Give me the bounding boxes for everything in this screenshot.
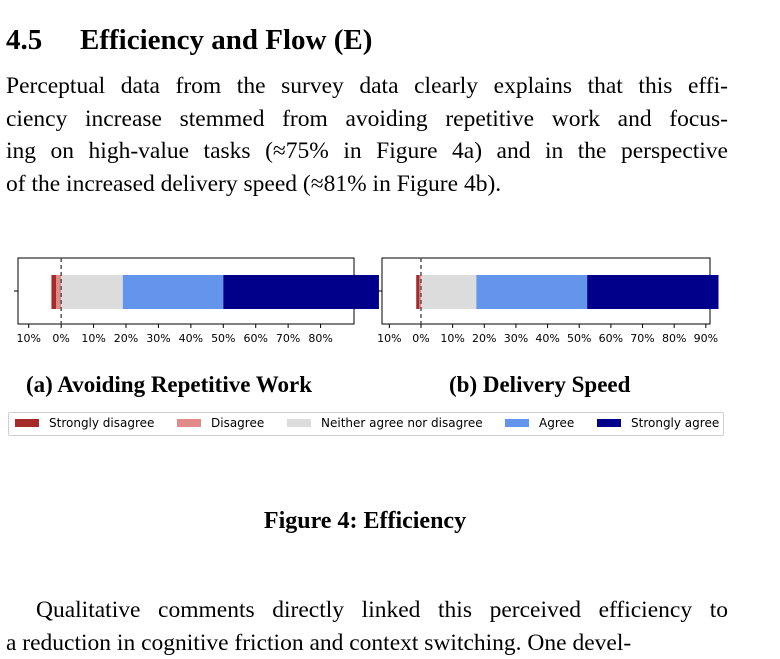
- bar-segment-1: [51, 275, 56, 309]
- legend-swatch: [505, 419, 529, 427]
- bar-segment-5: [223, 275, 379, 309]
- bar-segment-1: [416, 275, 419, 309]
- x-tick-label: 30%: [504, 332, 528, 345]
- x-tick-label: 10%: [377, 332, 401, 345]
- x-tick-label: 0%: [52, 332, 69, 345]
- legend-label: Strongly disagree: [49, 416, 154, 430]
- figure-caption: Figure 4: Efficiency: [0, 508, 730, 535]
- legend-label: Disagree: [211, 416, 264, 430]
- paragraph-line: Qualitative comments directly linked thi…: [6, 594, 728, 627]
- x-tick-label: 10%: [81, 332, 105, 345]
- paragraph-line: a reduction in cognitive friction and co…: [6, 627, 728, 659]
- x-tick-label: 10%: [17, 332, 41, 345]
- subcaption-b: (b) Delivery Speed: [449, 372, 630, 398]
- legend-item-strongly-agree: Strongly agree: [597, 416, 719, 430]
- x-tick-label: 80%: [662, 332, 686, 345]
- paragraph-line: of the increased delivery speed (≈81% in…: [6, 168, 728, 201]
- x-tick-label: 30%: [146, 332, 170, 345]
- legend-label: Strongly agree: [631, 416, 719, 430]
- bar-segment-4: [123, 275, 224, 309]
- bar-segment-4: [476, 275, 587, 309]
- x-tick-label: 90%: [694, 332, 718, 345]
- legend-item-agree: Agree: [505, 416, 574, 430]
- x-tick-label: 50%: [567, 332, 591, 345]
- chart-a-svg: 10% 0% 10% 20% 30% 40% 50% 60% 70% 80%: [10, 254, 360, 354]
- subcaption-a: (a) Avoiding Repetitive Work: [26, 372, 312, 398]
- paragraph-line: Perceptual data from the survey data cle…: [6, 70, 728, 103]
- x-tick-label: 20%: [472, 332, 496, 345]
- x-tick-label: 60%: [599, 332, 623, 345]
- paragraph-line: ing on high-value tasks (≈75% in Figure …: [6, 135, 728, 168]
- bar-segment-3: [61, 275, 123, 309]
- legend-label: Neither agree nor disagree: [321, 416, 483, 430]
- legend-item-disagree: Disagree: [177, 416, 264, 430]
- x-tick-label: 20%: [114, 332, 138, 345]
- x-tick-label: 70%: [630, 332, 654, 345]
- chart-b-svg: 10% 0% 10% 20% 30% 40% 50% 60% 70% 80% 90%: [374, 254, 724, 354]
- section-title: Efficiency and Flow (E): [80, 24, 372, 56]
- legend-swatch: [597, 419, 621, 427]
- legend-item-strongly-disagree: Strongly disagree: [15, 416, 154, 430]
- legend-item-neutral: Neither agree nor disagree: [287, 416, 483, 430]
- x-tick-label: 70%: [276, 332, 300, 345]
- bar-segment-5: [587, 275, 718, 309]
- legend-swatch: [15, 419, 39, 427]
- legend-label: Agree: [539, 416, 574, 430]
- x-tick-label: 80%: [308, 332, 332, 345]
- legend-swatch: [177, 419, 201, 427]
- legend-swatch: [287, 419, 311, 427]
- chart-a: 10% 0% 10% 20% 30% 40% 50% 60% 70% 80%: [10, 254, 360, 354]
- bar-segment-3: [421, 275, 476, 309]
- chart-legend: Strongly disagree Disagree Neither agree…: [8, 412, 724, 436]
- chart-b: 10% 0% 10% 20% 30% 40% 50% 60% 70% 80% 90%: [374, 254, 724, 354]
- x-tick-label: 40%: [535, 332, 559, 345]
- body-paragraph: Perceptual data from the survey data cle…: [6, 70, 728, 200]
- paragraph-line: ciency increase stemmed from avoiding re…: [6, 103, 728, 136]
- x-tick-label: 40%: [179, 332, 203, 345]
- x-tick-label: 10%: [440, 332, 464, 345]
- body-paragraph-2: Qualitative comments directly linked thi…: [6, 594, 728, 659]
- x-tick-label: 0%: [412, 332, 429, 345]
- x-tick-label: 60%: [243, 332, 267, 345]
- section-number: 4.5: [6, 24, 80, 57]
- x-tick-label: 50%: [211, 332, 235, 345]
